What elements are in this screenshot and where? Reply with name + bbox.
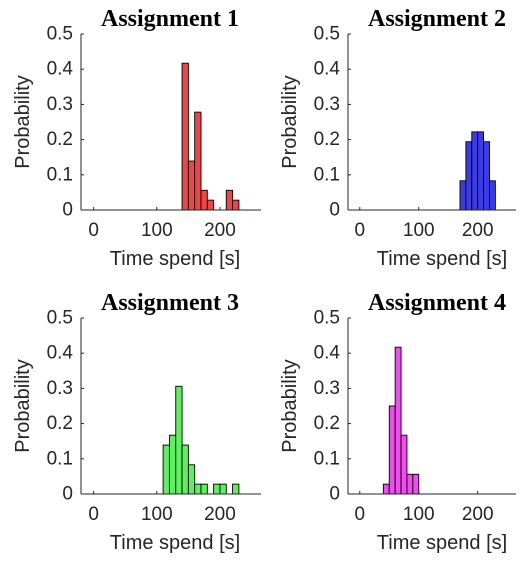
histogram-bar — [175, 385, 183, 495]
chart-title: Assignment 4 — [368, 290, 506, 316]
x-tick-label: 0 — [88, 504, 99, 525]
y-tick-label: 0.1 — [314, 448, 340, 469]
histogram-bar — [225, 189, 234, 211]
histogram-bar — [194, 111, 202, 211]
y-tick-label: 0.4 — [47, 59, 74, 80]
y-axis-label: Probability — [12, 359, 34, 452]
x-axis-label: Time spend [s] — [110, 532, 240, 554]
y-tick-label: 0 — [62, 484, 73, 505]
histogram-bar — [162, 444, 170, 495]
x-tick-label: 100 — [403, 220, 435, 241]
histogram-bar — [394, 346, 402, 495]
y-tick-label: 0.3 — [314, 378, 340, 399]
y-tick-label: 0.1 — [47, 164, 73, 185]
chart-title: Assignment 2 — [368, 6, 506, 32]
histogram-bar — [219, 483, 227, 495]
histogram-bar — [382, 483, 390, 495]
histogram-bar — [200, 483, 208, 495]
histogram-bar — [187, 160, 196, 211]
y-tick-label: 0.2 — [314, 129, 340, 150]
y-tick-label: 0.3 — [314, 94, 340, 115]
histogram-bar — [459, 180, 467, 211]
y-tick-label: 0.5 — [47, 308, 73, 329]
x-axis-label: Time spend [s] — [377, 532, 507, 554]
chart-panel-4: 0 0.1 0.2 0.3 0.4 0.5 0 100 200 Time spend [s] Pro… — [279, 290, 516, 554]
y-tick-label: 0.5 — [47, 24, 73, 45]
histogram-bar — [483, 141, 490, 211]
y-tick-label: 0 — [329, 484, 340, 505]
y-tick-label: 0.3 — [47, 94, 73, 115]
x-axis-label: Time spend [s] — [110, 248, 240, 270]
y-axis-label: Probability — [279, 75, 301, 168]
histogram-bar — [200, 189, 208, 211]
histogram-bar — [477, 131, 485, 211]
chart-panel-2: 0 0.1 0.2 0.3 0.4 0.5 0 100 200 Time spend [s] Pro… — [279, 6, 516, 270]
chart-panel-3: 0 0.1 0.2 0.3 0.4 0.5 0 100 200 Time spend [s] Pro… — [12, 290, 261, 554]
x-tick-label: 0 — [355, 220, 366, 241]
histogram-bar — [412, 473, 420, 495]
histogram-bar — [168, 434, 177, 495]
x-tick-label: 200 — [204, 220, 236, 241]
histogram-bar — [213, 483, 221, 495]
y-tick-label: 0.5 — [314, 24, 340, 45]
histogram-bar — [406, 473, 414, 495]
y-tick-label: 0.2 — [314, 413, 340, 434]
y-tick-label: 0.4 — [314, 343, 341, 364]
chart-title: Assignment 1 — [101, 6, 239, 32]
y-tick-label: 0 — [62, 200, 73, 221]
x-tick-label: 100 — [141, 220, 173, 241]
x-tick-label: 200 — [462, 504, 494, 525]
histogram-bar — [232, 199, 240, 211]
histogram-bar — [400, 434, 408, 495]
y-tick-label: 0.2 — [47, 413, 73, 434]
y-tick-label: 0.2 — [47, 129, 73, 150]
y-tick-label: 0.4 — [47, 343, 74, 364]
y-tick-label: 0.1 — [47, 448, 73, 469]
histogram-bar — [187, 464, 196, 495]
x-axis-label: Time spend [s] — [377, 248, 507, 270]
histogram-bar — [206, 199, 215, 211]
chart-title: Assignment 3 — [101, 290, 239, 316]
chart-panel-1: 0 0.1 0.2 0.3 0.4 0.5 0 100 200 Time spend [s] Pro… — [12, 6, 261, 270]
x-tick-label: 200 — [204, 504, 236, 525]
x-tick-label: 100 — [403, 504, 435, 525]
histogram-bar — [232, 483, 240, 495]
y-tick-label: 0.5 — [314, 308, 340, 329]
y-tick-label: 0.1 — [314, 164, 340, 185]
histogram-bar — [181, 444, 189, 495]
y-tick-label: 0 — [329, 200, 340, 221]
x-tick-label: 200 — [462, 220, 494, 241]
x-tick-label: 100 — [141, 504, 173, 525]
y-axis-label: Probability — [279, 359, 301, 452]
x-tick-label: 0 — [355, 504, 366, 525]
histogram-bar — [489, 180, 496, 211]
x-tick-label: 0 — [88, 220, 99, 241]
y-tick-label: 0.3 — [47, 378, 73, 399]
histogram-bar — [194, 483, 202, 495]
y-axis-label: Probability — [12, 75, 34, 168]
histogram-bar — [181, 62, 189, 211]
histogram-bar — [471, 131, 479, 211]
histogram-bar — [388, 405, 396, 495]
histogram-bar — [465, 141, 473, 211]
y-tick-label: 0.4 — [314, 59, 341, 80]
